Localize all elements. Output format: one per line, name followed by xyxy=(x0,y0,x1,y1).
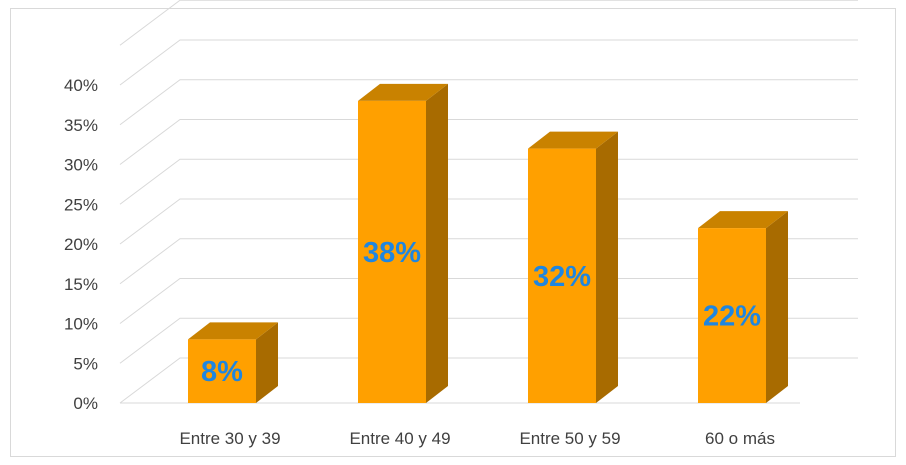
gridline xyxy=(119,0,858,46)
y-tick-label: 5% xyxy=(73,354,98,373)
bars xyxy=(188,83,788,404)
data-label: 22% xyxy=(703,301,761,333)
bar xyxy=(188,322,278,403)
y-tick-label: 30% xyxy=(64,156,98,175)
gridline xyxy=(119,317,858,364)
data-label: 38% xyxy=(363,237,421,269)
y-tick-label: 35% xyxy=(64,116,98,135)
gridline xyxy=(119,158,858,205)
x-category-label: Entre 50 y 59 xyxy=(519,429,620,448)
gridlines xyxy=(119,0,858,404)
data-labels: 8% 38% 32% 22% xyxy=(201,237,761,388)
y-tick-label: 25% xyxy=(64,195,98,214)
y-tick-label: 15% xyxy=(64,275,98,294)
y-axis-ticks: 0% 5% 10% 15% 20% 25% 30% 35% 40% xyxy=(64,76,98,413)
y-tick-label: 20% xyxy=(64,235,98,254)
y-tick-label: 40% xyxy=(64,76,98,95)
gridline xyxy=(119,198,858,245)
x-axis-categories: Entre 30 y 39 Entre 40 y 49 Entre 50 y 59 6… xyxy=(179,429,775,448)
bar xyxy=(698,211,788,403)
x-category-label: 60 o más xyxy=(705,429,775,448)
gridline xyxy=(119,119,858,165)
y-tick-label: 0% xyxy=(73,394,98,413)
gridline xyxy=(119,79,858,126)
x-category-label: Entre 30 y 39 xyxy=(179,429,280,448)
x-category-label: Entre 40 y 49 xyxy=(349,429,450,448)
bar xyxy=(528,131,618,403)
data-label: 8% xyxy=(201,356,243,388)
gridline xyxy=(119,238,858,285)
y-tick-label: 10% xyxy=(64,315,98,334)
gridline xyxy=(119,278,858,324)
gridline xyxy=(119,39,858,86)
data-label: 32% xyxy=(533,261,591,293)
gridline xyxy=(119,357,858,404)
bar xyxy=(358,83,448,404)
